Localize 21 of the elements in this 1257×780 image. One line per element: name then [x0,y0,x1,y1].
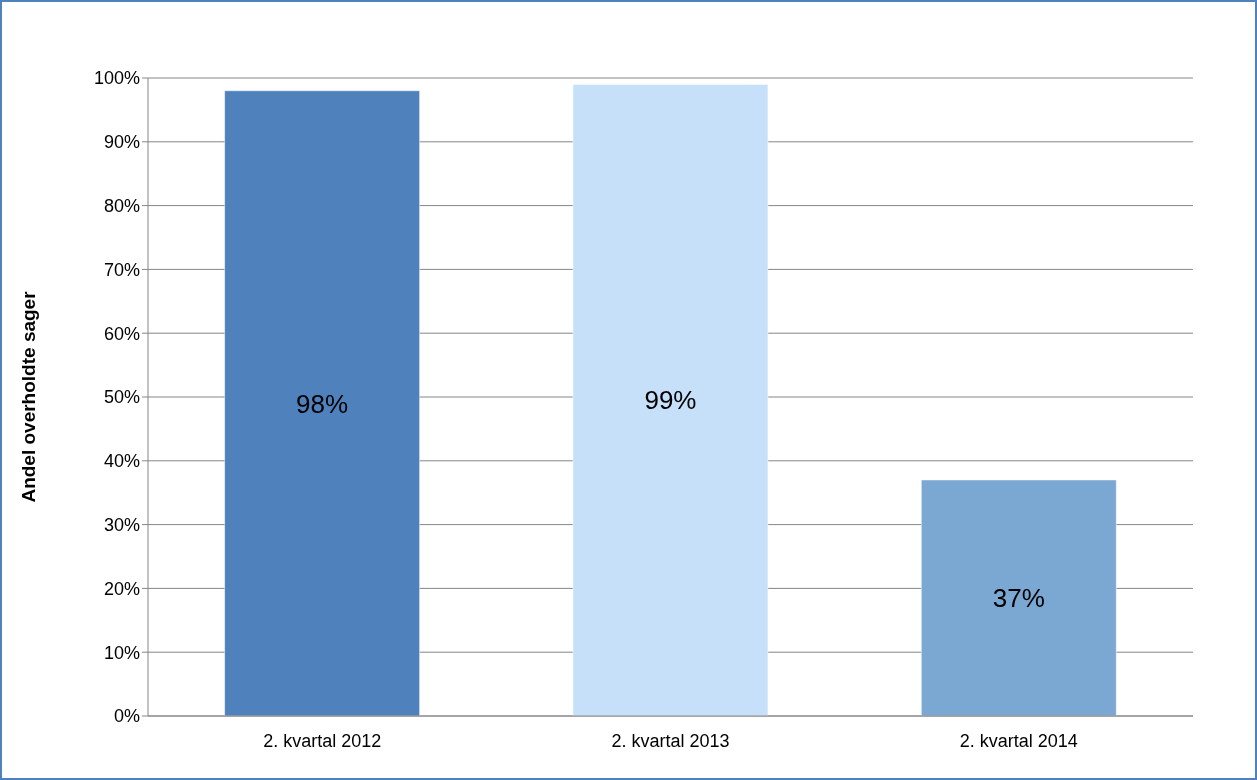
y-tick-label: 20% [103,578,140,599]
data-label: 98% [296,388,349,419]
bar [572,83,769,716]
y-tick-label: 50% [103,387,140,408]
y-axis-title: Andel overholdte sager [17,290,39,503]
y-tick-label: 30% [103,514,140,535]
x-tick-label: 2. kvartal 2014 [959,730,1078,751]
bar [224,90,421,716]
bar [920,479,1117,716]
y-tick-label: 90% [103,132,140,153]
data-label: 99% [644,385,697,416]
y-tick-label: 70% [103,259,140,280]
y-tick-label: 40% [103,451,140,472]
data-label: 37% [992,583,1045,614]
x-tick-label: 2. kvartal 2013 [611,730,730,751]
y-tick-label: 10% [103,642,140,663]
y-tick-label: 0% [113,706,140,727]
x-tick-label: 2. kvartal 2012 [263,730,382,751]
y-tick-label: 60% [103,323,140,344]
y-tick-label: 100% [93,68,140,89]
y-tick-label: 80% [103,195,140,216]
